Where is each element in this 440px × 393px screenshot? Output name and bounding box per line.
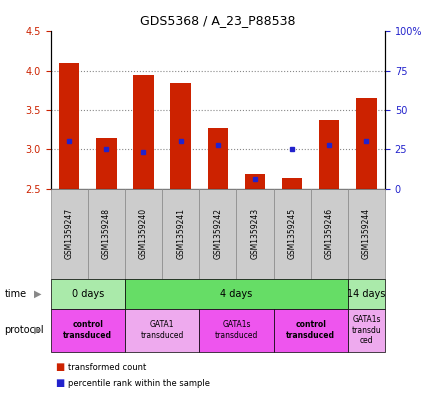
Text: GATA1s
transdu
ced: GATA1s transdu ced [352, 315, 381, 345]
Text: 4 days: 4 days [220, 289, 253, 299]
Text: GATA1
transduced: GATA1 transduced [140, 320, 184, 340]
Text: GSM1359243: GSM1359243 [250, 208, 260, 259]
Text: protocol: protocol [4, 325, 44, 335]
Text: ▶: ▶ [33, 289, 41, 299]
Text: GSM1359241: GSM1359241 [176, 208, 185, 259]
Text: GATA1s
transduced: GATA1s transduced [215, 320, 258, 340]
Text: ■: ■ [55, 362, 64, 373]
Text: GSM1359246: GSM1359246 [325, 208, 334, 259]
Bar [245, 174, 265, 189]
Text: control
transduced: control transduced [286, 320, 335, 340]
Bar [96, 138, 117, 189]
Title: GDS5368 / A_23_P88538: GDS5368 / A_23_P88538 [140, 15, 296, 28]
Bar [282, 178, 302, 189]
Text: GSM1359240: GSM1359240 [139, 208, 148, 259]
Bar [133, 75, 154, 189]
Text: 14 days: 14 days [347, 289, 385, 299]
Bar [170, 83, 191, 189]
Text: transformed count: transformed count [68, 363, 147, 372]
Bar [59, 63, 79, 189]
Bar [356, 98, 377, 189]
Text: ■: ■ [55, 378, 64, 388]
Text: ▶: ▶ [33, 325, 41, 335]
Text: control
transduced: control transduced [63, 320, 112, 340]
Bar [319, 120, 340, 189]
Text: GSM1359248: GSM1359248 [102, 208, 111, 259]
Text: time: time [4, 289, 26, 299]
Text: GSM1359242: GSM1359242 [213, 208, 222, 259]
Text: percentile rank within the sample: percentile rank within the sample [68, 379, 210, 387]
Text: 0 days: 0 days [72, 289, 104, 299]
Text: GSM1359244: GSM1359244 [362, 208, 371, 259]
Bar [208, 128, 228, 189]
Text: GSM1359245: GSM1359245 [288, 208, 297, 259]
Text: GSM1359247: GSM1359247 [65, 208, 73, 259]
